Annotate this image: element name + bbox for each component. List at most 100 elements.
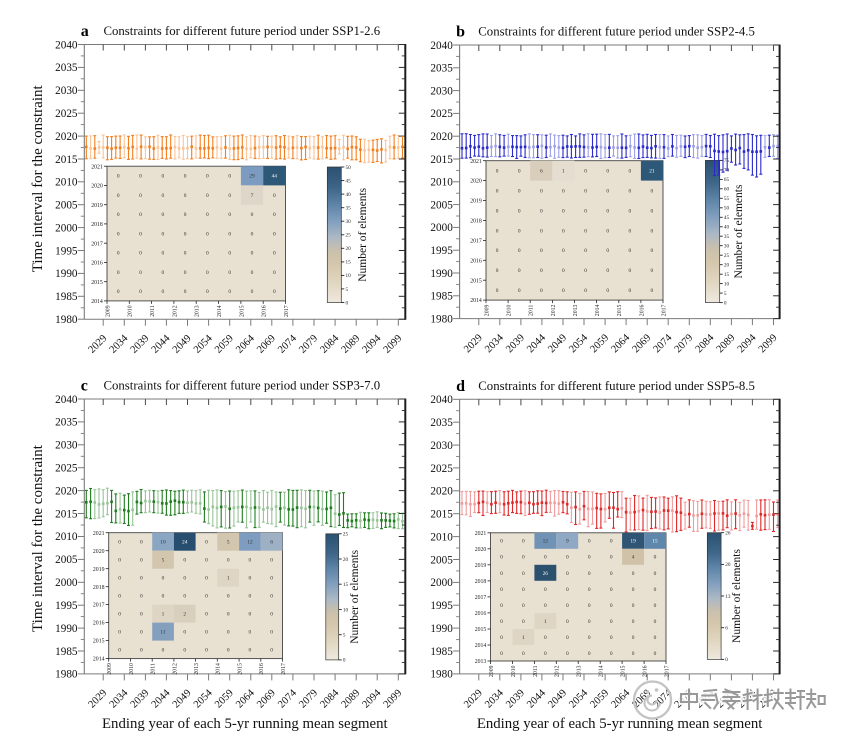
- svg-text:0: 0: [651, 288, 654, 294]
- svg-text:40: 40: [346, 192, 352, 198]
- svg-text:2010: 2010: [55, 177, 78, 189]
- svg-text:0: 0: [273, 231, 276, 237]
- svg-text:0: 0: [184, 212, 187, 218]
- svg-text:15: 15: [346, 260, 352, 266]
- svg-text:0: 0: [610, 539, 613, 545]
- svg-text:2018: 2018: [470, 219, 482, 225]
- svg-text:0: 0: [139, 193, 142, 199]
- svg-text:0: 0: [522, 619, 525, 625]
- svg-text:0: 0: [518, 248, 521, 254]
- svg-text:2017: 2017: [281, 663, 287, 675]
- svg-text:0: 0: [496, 208, 499, 214]
- svg-text:2010: 2010: [55, 531, 78, 543]
- svg-text:0: 0: [343, 658, 346, 664]
- svg-text:0: 0: [228, 270, 231, 276]
- svg-text:6: 6: [725, 626, 728, 632]
- svg-text:0: 0: [588, 619, 591, 625]
- svg-text:50: 50: [724, 206, 730, 212]
- svg-text:0: 0: [496, 248, 499, 254]
- svg-text:0: 0: [251, 289, 254, 295]
- svg-text:1990: 1990: [55, 268, 78, 280]
- svg-text:0: 0: [227, 612, 230, 618]
- svg-text:2005: 2005: [430, 554, 453, 566]
- svg-text:c: c: [81, 378, 88, 395]
- svg-text:0: 0: [518, 169, 521, 175]
- svg-text:0: 0: [227, 594, 230, 600]
- svg-text:0: 0: [270, 648, 273, 654]
- svg-text:15: 15: [652, 539, 658, 545]
- svg-text:0: 0: [566, 571, 569, 577]
- svg-text:2021: 2021: [470, 159, 482, 165]
- svg-text:2014: 2014: [93, 657, 105, 663]
- svg-text:25: 25: [346, 233, 352, 239]
- svg-text:0: 0: [606, 288, 609, 294]
- svg-text:1990: 1990: [55, 623, 78, 635]
- svg-text:0: 0: [651, 189, 654, 195]
- svg-text:0: 0: [140, 594, 143, 600]
- svg-text:2016: 2016: [643, 665, 649, 677]
- svg-text:0: 0: [544, 587, 547, 593]
- svg-text:10: 10: [724, 281, 730, 287]
- svg-text:26: 26: [725, 531, 731, 537]
- svg-text:0: 0: [584, 248, 587, 254]
- svg-text:2014: 2014: [475, 643, 487, 649]
- svg-text:1: 1: [227, 576, 230, 582]
- svg-text:0: 0: [500, 651, 503, 657]
- svg-text:Constraints for different futu: Constraints for different future period …: [478, 379, 755, 393]
- svg-text:2020: 2020: [430, 486, 453, 498]
- svg-text:0: 0: [540, 189, 543, 195]
- svg-text:35: 35: [346, 206, 352, 212]
- svg-text:2009: 2009: [105, 305, 111, 317]
- svg-text:2005: 2005: [430, 199, 453, 211]
- svg-text:2019: 2019: [470, 199, 482, 205]
- svg-text:Time interval for the constrai: Time interval for the constraint: [30, 85, 46, 273]
- svg-text:2013: 2013: [577, 665, 583, 677]
- svg-text:10: 10: [343, 607, 349, 613]
- svg-text:0: 0: [544, 603, 547, 609]
- svg-text:1: 1: [162, 612, 165, 618]
- svg-text:0: 0: [651, 248, 654, 254]
- svg-text:5: 5: [227, 540, 230, 546]
- svg-text:2017: 2017: [475, 595, 487, 601]
- svg-text:a: a: [81, 23, 89, 40]
- svg-text:0: 0: [654, 603, 657, 609]
- svg-text:0: 0: [610, 635, 613, 641]
- svg-text:0: 0: [562, 228, 565, 234]
- svg-text:2000: 2000: [55, 222, 78, 234]
- svg-text:0: 0: [632, 651, 635, 657]
- svg-text:2016: 2016: [475, 611, 487, 617]
- svg-text:0: 0: [518, 288, 521, 294]
- svg-text:9: 9: [566, 539, 569, 545]
- svg-text:0: 0: [606, 169, 609, 175]
- svg-text:0: 0: [273, 270, 276, 276]
- svg-text:2014: 2014: [216, 663, 222, 675]
- svg-text:2013: 2013: [475, 659, 487, 665]
- svg-text:d: d: [456, 378, 465, 395]
- svg-text:2020: 2020: [475, 547, 487, 553]
- svg-text:0: 0: [140, 558, 143, 564]
- svg-text:0: 0: [228, 193, 231, 199]
- svg-text:0: 0: [184, 193, 187, 199]
- svg-text:2011: 2011: [533, 665, 539, 676]
- svg-text:5: 5: [343, 633, 346, 639]
- svg-text:0: 0: [206, 193, 209, 199]
- svg-text:0: 0: [161, 193, 164, 199]
- svg-text:0: 0: [249, 612, 252, 618]
- svg-text:19: 19: [630, 539, 636, 545]
- svg-text:0: 0: [117, 212, 120, 218]
- svg-text:0: 0: [628, 189, 631, 195]
- svg-text:2020: 2020: [93, 549, 105, 555]
- svg-text:13: 13: [725, 594, 731, 600]
- svg-text:0: 0: [540, 288, 543, 294]
- svg-text:0: 0: [518, 208, 521, 214]
- svg-text:Time interval for the constrai: Time interval for the constraint: [30, 444, 46, 632]
- svg-text:1995: 1995: [55, 600, 78, 612]
- svg-text:0: 0: [227, 558, 230, 564]
- svg-text:1985: 1985: [430, 646, 453, 658]
- svg-text:0: 0: [161, 174, 164, 180]
- svg-text:0: 0: [270, 576, 273, 582]
- svg-text:0: 0: [522, 651, 525, 657]
- svg-text:0: 0: [628, 228, 631, 234]
- svg-text:0: 0: [632, 571, 635, 577]
- svg-text:0: 0: [651, 208, 654, 214]
